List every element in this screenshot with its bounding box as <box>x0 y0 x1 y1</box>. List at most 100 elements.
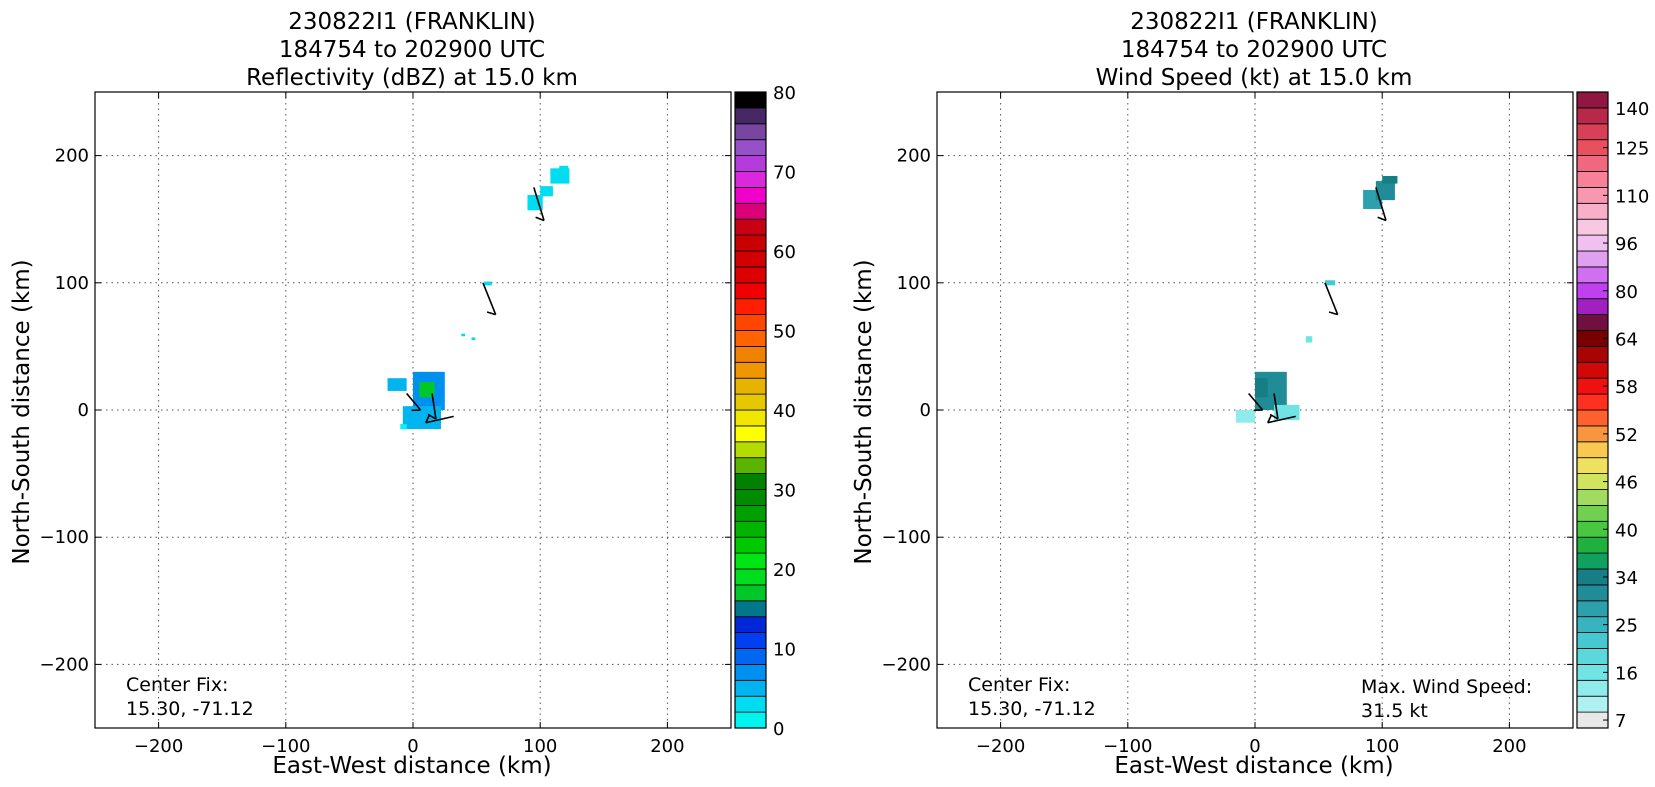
colorbar-swatch <box>1576 489 1609 506</box>
x-axis-label: East-West distance (km) <box>1114 753 1393 779</box>
x-tick-label: 200 <box>650 736 684 757</box>
colorbar-swatch <box>734 489 767 506</box>
colorbar-swatch <box>1576 91 1609 109</box>
y-tick-label: −100 <box>882 527 931 548</box>
y-axis-label: North-South distance (km) <box>9 259 35 564</box>
data-cell <box>471 337 476 341</box>
data-cell <box>1375 181 1395 201</box>
wind-barb-flag <box>1266 414 1273 424</box>
colorbar-swatch <box>734 361 767 379</box>
colorbar-swatch <box>1576 202 1609 220</box>
colorbar-swatch <box>734 679 767 697</box>
data-cell <box>1305 336 1313 343</box>
colorbar-tick-label: 10 <box>773 640 796 661</box>
max-wind-label: Max. Wind Speed: <box>1361 676 1532 698</box>
colorbar-tick-label: 30 <box>773 481 796 502</box>
x-tick-label: −100 <box>261 736 310 757</box>
colorbar-tick-label: 7 <box>1615 711 1626 732</box>
colorbar-swatch <box>734 218 767 236</box>
y-tick-label: 0 <box>78 400 89 421</box>
colorbar-swatch <box>734 520 767 538</box>
x-tick-label: 100 <box>523 736 557 757</box>
y-tick-label: 100 <box>897 273 931 294</box>
x-tick-label: −100 <box>1103 736 1152 757</box>
plot-area: −200 −100 0 100 200 −200 −100 0 100 200 <box>882 91 1574 757</box>
wind-barb-flag <box>486 311 496 316</box>
colorbar-tick-label: 70 <box>773 163 796 184</box>
colorbar-swatch <box>1576 298 1609 316</box>
colorbar-frame <box>1576 91 1609 729</box>
x-tick-label: 100 <box>1365 736 1399 757</box>
colorbar: 0 10 20 30 40 50 60 70 80 <box>734 83 796 740</box>
data-cell <box>1324 280 1336 286</box>
panel-title-line-2: 184754 to 202900 UTC <box>279 37 545 63</box>
data-cell <box>484 281 492 286</box>
colorbar-swatch <box>1576 409 1609 427</box>
data-cell <box>1235 410 1255 423</box>
colorbar-swatch <box>734 377 767 395</box>
colorbar-swatch <box>734 393 767 411</box>
wind-barb-flag <box>535 216 545 222</box>
colorbar-tick-label: 46 <box>1615 473 1638 494</box>
colorbar-swatch <box>734 648 767 665</box>
colorbar-swatch <box>734 711 767 729</box>
colorbar-swatch <box>734 695 767 713</box>
colorbar-tick-label: 34 <box>1615 568 1638 589</box>
colorbar-swatch <box>1576 266 1609 284</box>
y-tick-label: 0 <box>920 400 931 421</box>
reflectivity-panel: 230822I1 (FRANKLIN) 184754 to 202900 UTC… <box>9 9 796 779</box>
colorbar-swatch <box>1576 632 1609 649</box>
colorbar-swatch <box>734 441 767 459</box>
colorbar-swatch <box>734 314 767 331</box>
data-cell <box>402 406 441 430</box>
colorbar-swatch <box>1576 552 1609 570</box>
colorbar-swatch <box>1576 536 1609 554</box>
colorbar-swatch <box>734 298 767 316</box>
colorbar-swatch <box>734 91 767 109</box>
wind-barb <box>1273 393 1279 420</box>
wind-barb-flag <box>1328 311 1338 316</box>
colorbar-swatch <box>734 536 767 554</box>
colorbar-tick-label: 125 <box>1615 139 1649 160</box>
colorbar: 7 16 25 34 40 46 52 58 64 80 96 110 125 140 <box>1576 91 1649 732</box>
colorbar-tick-label: 80 <box>1615 282 1638 303</box>
colorbar-tick-label: 0 <box>773 719 784 740</box>
colorbar-swatch <box>734 266 767 284</box>
max-wind-value: 31.5 kt <box>1361 700 1428 722</box>
colorbar-swatch <box>734 202 767 220</box>
panel-title-line-3: Wind Speed (kt) at 15.0 km <box>1096 65 1413 91</box>
wind-barb <box>533 187 545 221</box>
colorbar-swatch <box>734 664 767 681</box>
wind-barb-flag <box>1377 216 1387 222</box>
colorbar-swatch <box>734 473 767 490</box>
colorbar-swatch <box>1576 250 1609 268</box>
colorbar-tick-label: 52 <box>1615 425 1638 446</box>
y-axis-label: North-South distance (km) <box>851 259 877 564</box>
colorbar-swatch <box>734 632 767 649</box>
center-fix-label: Center Fix: <box>968 674 1070 696</box>
colorbar-swatch <box>734 282 767 300</box>
colorbar-tick-label: 40 <box>1615 520 1638 541</box>
colorbar-swatch <box>734 584 767 602</box>
data-cell <box>419 382 435 398</box>
colorbar-swatch <box>1576 648 1609 665</box>
colorbar-swatch <box>734 171 767 188</box>
colorbar-tick-label: 16 <box>1615 663 1638 684</box>
data-cell <box>540 186 553 197</box>
colorbar-swatch <box>1576 345 1609 363</box>
center-fix-label: Center Fix: <box>126 674 228 696</box>
wind-barb <box>1267 415 1296 424</box>
colorbar-swatch <box>1576 584 1609 602</box>
colorbar-swatch <box>1576 218 1609 236</box>
colorbar-tick-label: 60 <box>773 242 796 263</box>
data-cell <box>559 165 569 175</box>
colorbar-swatch <box>1576 600 1609 618</box>
x-tick-label: 0 <box>407 736 418 757</box>
colorbar-tick-label: 20 <box>773 560 796 581</box>
colorbar-tick-label: 25 <box>1615 616 1638 637</box>
y-tick-label: 200 <box>55 146 89 167</box>
center-fix-value: 15.30, -71.12 <box>126 698 254 720</box>
x-tick-label: −200 <box>976 736 1025 757</box>
colorbar-swatch <box>734 345 767 363</box>
plot-area: −200 −100 0 100 200 −200 −100 0 100 200 <box>40 91 732 757</box>
